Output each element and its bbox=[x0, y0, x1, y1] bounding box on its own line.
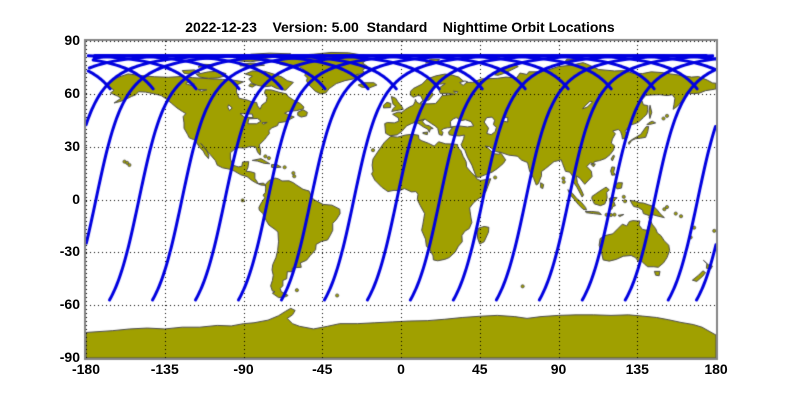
y-tick-label: 30 bbox=[64, 137, 80, 154]
x-tick-label: -90 bbox=[233, 361, 254, 377]
y-tick-label: -30 bbox=[59, 243, 80, 260]
x-tick-label: -180 bbox=[71, 361, 101, 377]
x-tick-label: -135 bbox=[150, 361, 179, 377]
chart-title: 2022-12-23 Version: 5.00 Standard Nightt… bbox=[185, 19, 615, 35]
y-tick-label: 90 bbox=[64, 32, 80, 48]
y-tick-label: -90 bbox=[59, 349, 80, 365]
x-tick-label: 180 bbox=[704, 361, 728, 377]
x-tick-label: -45 bbox=[312, 361, 333, 377]
x-tick-label: 0 bbox=[397, 361, 405, 377]
y-tick-label: -60 bbox=[59, 296, 80, 313]
x-tick-label: 135 bbox=[625, 361, 649, 377]
x-tick-label: 45 bbox=[471, 361, 488, 377]
y-tick-label: 60 bbox=[64, 84, 80, 101]
x-tick-label: 90 bbox=[550, 361, 567, 377]
y-tick-label: 0 bbox=[72, 190, 80, 207]
